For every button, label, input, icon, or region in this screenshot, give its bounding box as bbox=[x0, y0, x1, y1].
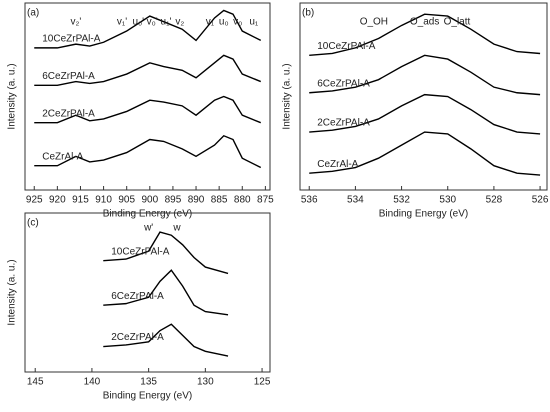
x-tick-label: 895 bbox=[165, 195, 182, 206]
spectrum-line bbox=[103, 269, 229, 316]
peak-label: w' bbox=[143, 223, 153, 234]
peak-label: v₂' bbox=[70, 17, 81, 28]
plot-frame bbox=[24, 212, 271, 373]
x-tick-label: 890 bbox=[188, 195, 205, 206]
series-label: CeZrAl-A bbox=[317, 159, 358, 170]
x-tick-label: 885 bbox=[211, 195, 228, 206]
x-axis-label: Binding Energy (eV) bbox=[379, 209, 469, 220]
x-tick-label: 536 bbox=[301, 195, 318, 206]
x-tick-label: 910 bbox=[95, 195, 112, 206]
peak-label: u₀' bbox=[132, 17, 144, 28]
y-axis-label: Intensity (a. u.) bbox=[7, 259, 18, 325]
spectrum-line bbox=[34, 54, 262, 86]
x-tick-label: 534 bbox=[347, 195, 364, 206]
spectrum-line bbox=[34, 95, 262, 124]
peak-label: v₁' bbox=[117, 17, 127, 28]
peak-label: O_OH bbox=[360, 17, 388, 28]
x-tick-label: 125 bbox=[254, 377, 271, 388]
panel-label: (a) bbox=[27, 8, 39, 19]
x-tick-label: 875 bbox=[257, 195, 274, 206]
x-tick-label: 526 bbox=[532, 195, 549, 206]
peak-label: v₁ bbox=[206, 17, 215, 28]
x-tick-label: 130 bbox=[197, 377, 214, 388]
plot-frame bbox=[299, 2, 548, 191]
y-axis-label: Intensity (a. u.) bbox=[7, 63, 18, 129]
x-axis-label: Binding Energy (eV) bbox=[103, 391, 193, 402]
x-tick-label: 880 bbox=[234, 195, 251, 206]
series-label: 10CeZrPAl-A bbox=[111, 246, 169, 257]
peak-label: w bbox=[172, 223, 181, 234]
series-label: 2CeZrPAl-A bbox=[42, 108, 95, 119]
peak-label: v₀' bbox=[147, 17, 158, 28]
x-tick-label: 528 bbox=[486, 195, 503, 206]
x-tick-label: 915 bbox=[72, 195, 89, 206]
spectrum-line bbox=[34, 134, 262, 169]
x-tick-label: 925 bbox=[26, 195, 43, 206]
series-label: 10CeZrPAl-A bbox=[317, 41, 375, 52]
peak-label: O_ads bbox=[410, 17, 439, 28]
spectrum-line bbox=[309, 131, 541, 176]
series-label: 6CeZrPAl-A bbox=[42, 71, 95, 82]
x-tick-label: 905 bbox=[118, 195, 135, 206]
series-label: 2CeZrPAl-A bbox=[317, 118, 370, 129]
series-label: 6CeZrPAl-A bbox=[317, 78, 370, 89]
peak-label: u₁ bbox=[249, 17, 259, 28]
panel-label: (b) bbox=[302, 8, 314, 19]
spectrum-line bbox=[103, 231, 229, 275]
x-tick-label: 900 bbox=[141, 195, 158, 206]
spectrum-line bbox=[309, 93, 541, 135]
series-label: 6CeZrPAl-A bbox=[111, 291, 164, 302]
series-label: 10CeZrPAl-A bbox=[42, 34, 100, 45]
peak-label: v₀ bbox=[233, 17, 242, 28]
series-label: 2CeZrPAl-A bbox=[111, 332, 164, 343]
peak-label: v₂ bbox=[175, 17, 184, 28]
peak-label: u₁' bbox=[161, 17, 172, 28]
x-tick-label: 140 bbox=[84, 377, 101, 388]
x-tick-label: 532 bbox=[393, 195, 410, 206]
peak-label: u₀ bbox=[219, 17, 229, 28]
x-tick-label: 145 bbox=[27, 377, 44, 388]
peak-label: O_latt bbox=[444, 17, 471, 28]
spectrum-line bbox=[309, 54, 541, 96]
spectrum-line bbox=[309, 13, 541, 57]
x-tick-label: 135 bbox=[140, 377, 157, 388]
series-label: CeZrAl-A bbox=[42, 151, 83, 162]
spectrum-line bbox=[34, 9, 262, 49]
x-tick-label: 530 bbox=[439, 195, 456, 206]
spectrum-line bbox=[103, 323, 229, 357]
plot-frame bbox=[24, 2, 271, 191]
x-tick-label: 920 bbox=[49, 195, 66, 206]
panel-label: (c) bbox=[27, 218, 39, 229]
y-axis-label: Intensity (a. u.) bbox=[282, 63, 293, 129]
x-axis-label: Binding Energy (eV) bbox=[103, 209, 193, 220]
